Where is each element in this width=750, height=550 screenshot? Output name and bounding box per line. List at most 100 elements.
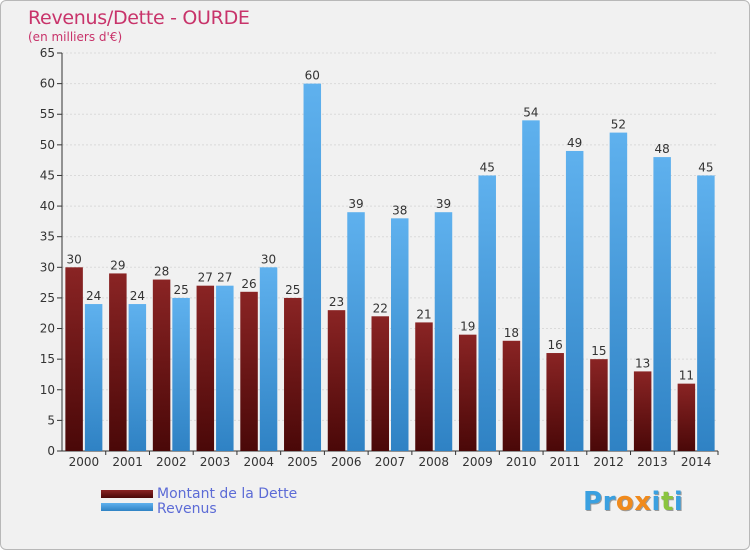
bar-debt [633, 371, 652, 451]
data-label-debt: 18 [504, 326, 519, 340]
legend-swatch-revenue [101, 503, 153, 511]
logo-letter: P [583, 487, 603, 517]
bar-debt [502, 340, 521, 451]
x-tick-label: 2011 [550, 455, 581, 469]
bar-revenue [653, 157, 671, 452]
legend-swatch-debt [101, 490, 153, 498]
bar-revenue [609, 132, 628, 451]
data-label-debt: 30 [66, 252, 81, 266]
y-tick-label: 60 [40, 77, 55, 91]
data-label-debt: 26 [241, 277, 256, 291]
bar-revenue [84, 304, 103, 451]
chart-subtitle: (en milliers d'€) [28, 30, 123, 44]
x-tick-label: 2001 [112, 455, 143, 469]
y-tick-label: 55 [40, 107, 55, 121]
bar-debt [677, 383, 696, 451]
y-tick-label: 35 [40, 230, 55, 244]
logo-letter: i [673, 487, 684, 517]
data-label-debt: 27 [198, 271, 213, 285]
data-label-revenue: 25 [173, 283, 188, 297]
data-label-revenue: 39 [436, 197, 451, 211]
x-tick-label: 2000 [69, 455, 100, 469]
bar-debt [109, 273, 127, 451]
x-tick-label: 2005 [287, 455, 318, 469]
logo-letter: i [651, 487, 661, 517]
chart-title: Revenus/Dette - OURDE [28, 7, 250, 29]
bar-revenue [128, 304, 147, 451]
bar-revenue [478, 175, 496, 451]
x-tick-label: 2004 [244, 455, 275, 469]
data-label-revenue: 45 [698, 160, 713, 174]
y-tick-label: 65 [40, 46, 55, 60]
data-label-debt: 25 [285, 283, 300, 297]
logo-letter: o [615, 487, 635, 517]
data-label-debt: 11 [679, 369, 694, 383]
y-tick-label: 10 [40, 383, 55, 397]
bar-debt [196, 285, 215, 451]
data-label-revenue: 27 [217, 271, 232, 285]
legend-label-debt: Montant de la Dette [157, 486, 298, 502]
data-label-debt: 28 [154, 265, 169, 279]
x-tick-label: 2014 [681, 455, 712, 469]
data-label-revenue: 54 [523, 105, 538, 119]
bar-revenue [522, 120, 540, 451]
logo-letter: t [660, 487, 674, 517]
bar-debt [65, 267, 83, 451]
data-label-revenue: 30 [261, 252, 276, 266]
data-label-revenue: 24 [86, 289, 101, 303]
bar-revenue [434, 212, 453, 451]
data-label-debt: 23 [329, 295, 344, 309]
data-label-revenue: 24 [130, 289, 145, 303]
x-tick-label: 2006 [331, 455, 362, 469]
bar-debt [546, 353, 564, 451]
data-label-debt: 22 [373, 301, 388, 315]
y-tick-label: 45 [40, 168, 55, 182]
x-tick-label: 2002 [156, 455, 187, 469]
logo-letter: x [634, 487, 652, 517]
bar-revenue [259, 267, 278, 451]
x-tick-label: 2013 [637, 455, 668, 469]
data-label-revenue: 45 [480, 160, 495, 174]
data-label-revenue: 48 [655, 142, 670, 156]
data-label-debt: 16 [548, 338, 563, 352]
y-tick-label: 30 [40, 260, 55, 274]
bar-debt [458, 334, 477, 451]
data-label-debt: 13 [635, 356, 650, 370]
bar-revenue [216, 285, 234, 451]
proxiti-logo: Proxiti [583, 487, 683, 517]
bar-debt [152, 279, 171, 451]
x-tick-label: 2009 [462, 455, 493, 469]
x-tick-label: 2003 [200, 455, 231, 469]
bar-debt [371, 316, 389, 451]
y-tick-label: 25 [40, 291, 55, 305]
logo-letter: r [602, 487, 616, 517]
bar-revenue [303, 83, 322, 451]
bar-revenue [565, 150, 584, 451]
data-label-revenue: 49 [567, 136, 582, 150]
y-tick-label: 0 [47, 444, 55, 458]
data-label-revenue: 60 [305, 69, 320, 83]
bar-revenue [172, 297, 190, 451]
x-tick-label: 2008 [418, 455, 449, 469]
x-tick-label: 2010 [506, 455, 537, 469]
x-tick-label: 2007 [375, 455, 406, 469]
y-tick-label: 20 [40, 322, 55, 336]
bar-revenue [697, 175, 715, 451]
data-label-revenue: 52 [611, 118, 626, 132]
x-tick-label: 2012 [593, 455, 624, 469]
data-label-debt: 29 [110, 258, 125, 272]
bar-debt [240, 291, 258, 451]
bar-revenue [391, 218, 409, 451]
data-label-debt: 21 [416, 307, 431, 321]
bar-revenue [347, 212, 365, 451]
data-label-revenue: 39 [348, 197, 363, 211]
bar-debt [415, 322, 433, 451]
data-label-debt: 19 [460, 320, 475, 334]
bar-debt [590, 359, 608, 451]
data-label-revenue: 38 [392, 203, 407, 217]
legend-label-revenue: Revenus [157, 501, 217, 517]
y-tick-label: 50 [40, 138, 55, 152]
y-tick-label: 15 [40, 352, 55, 366]
